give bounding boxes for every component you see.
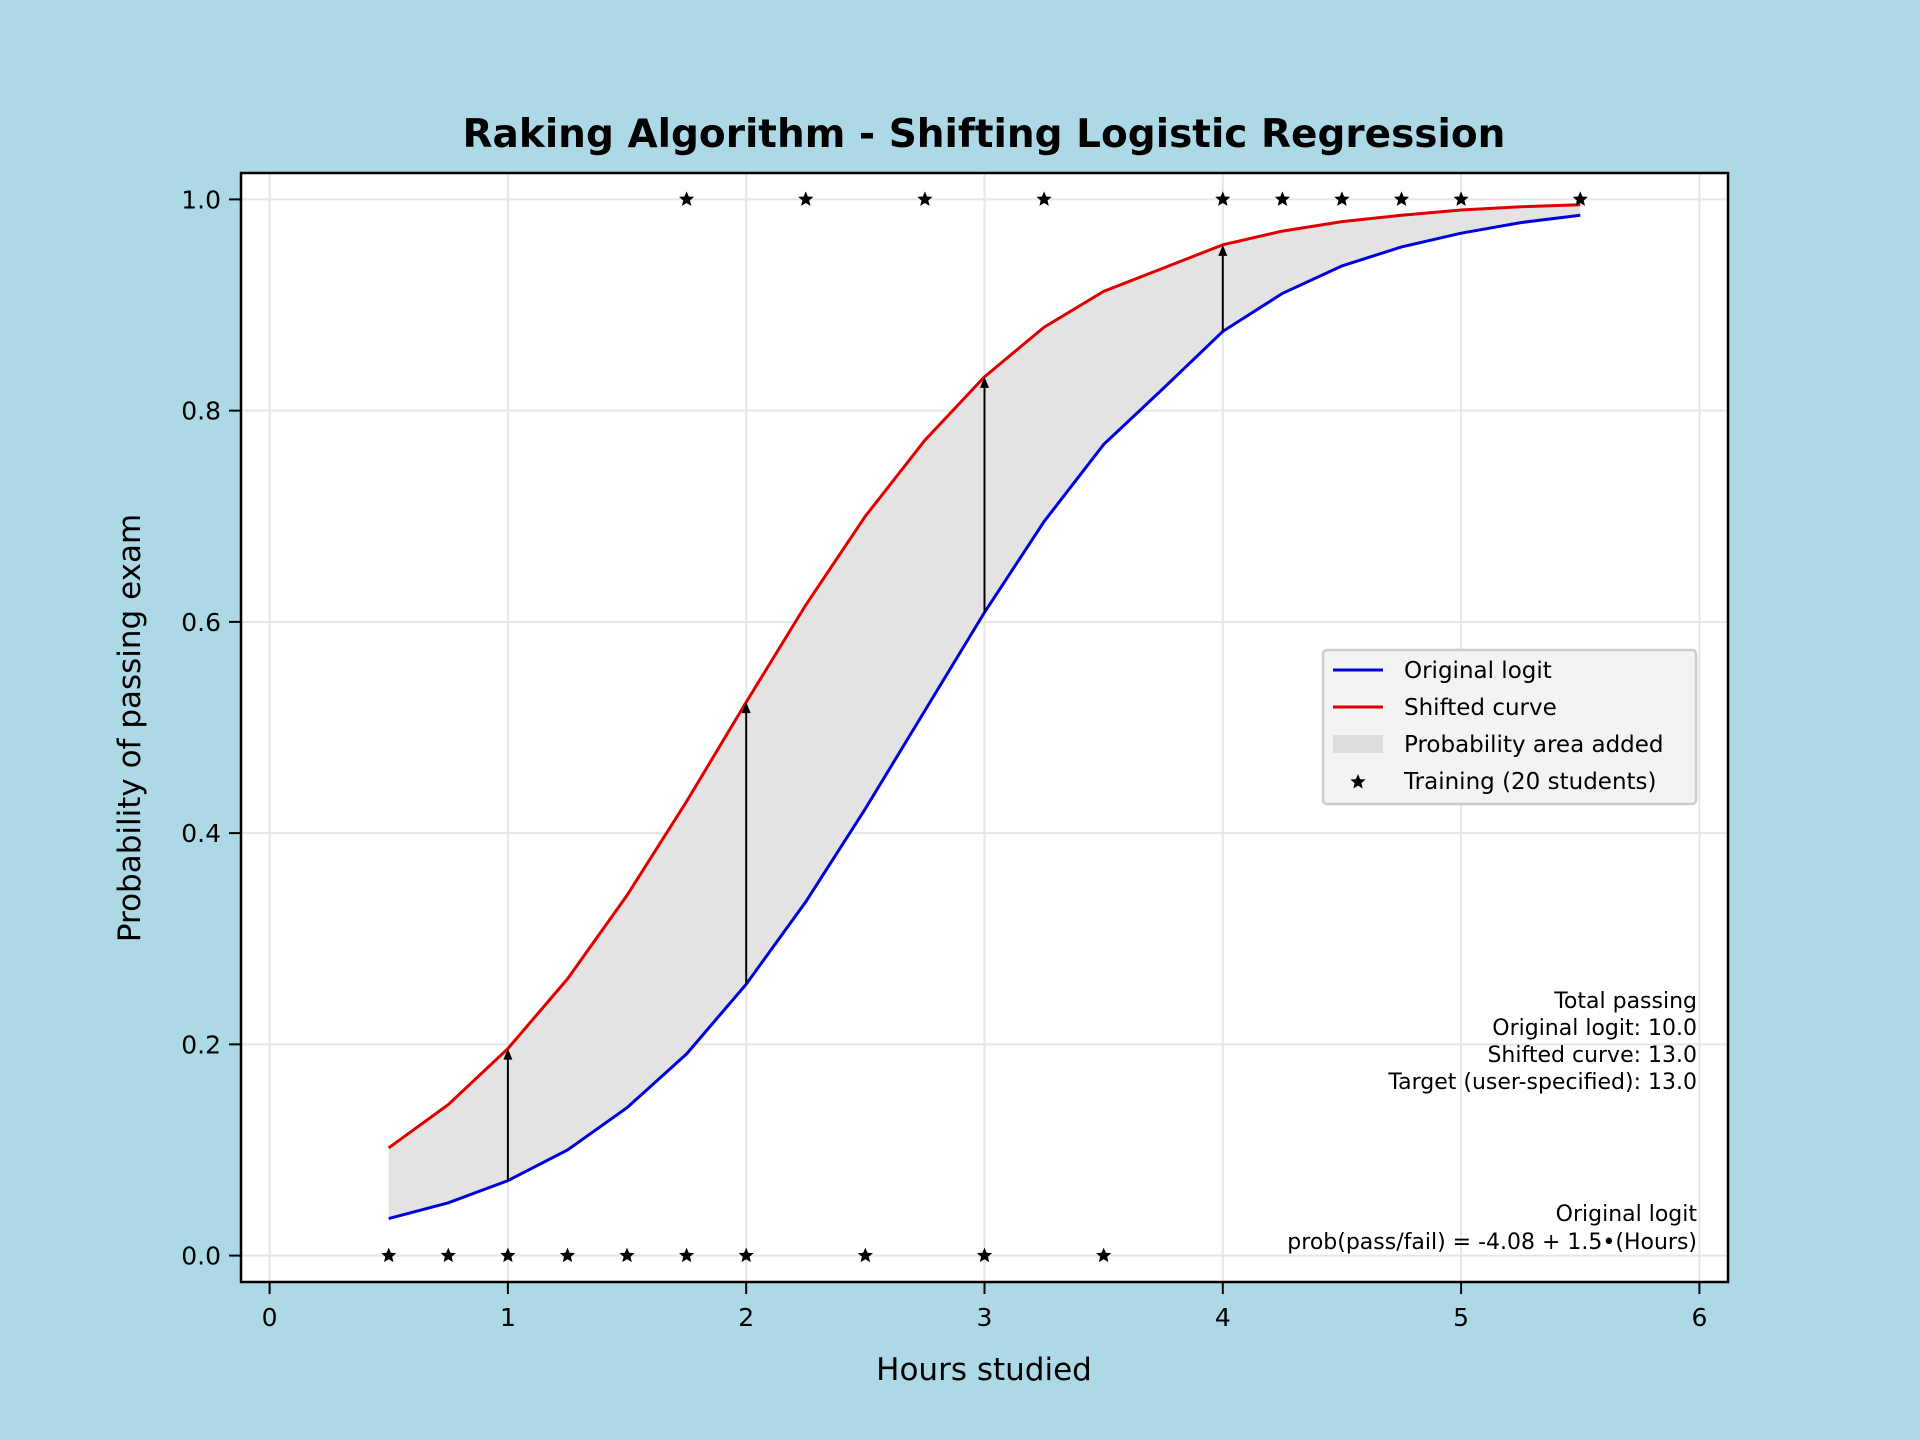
legend-label-2: Probability area added: [1404, 732, 1664, 758]
training-point-9: [1096, 1247, 1112, 1263]
formula-line-0: Original logit: [1556, 1202, 1698, 1227]
training-point-10: [679, 191, 695, 206]
y-tick-label-5: 1.0: [181, 185, 221, 214]
totals-line-2: Shifted curve: 13.0: [1487, 1043, 1697, 1068]
shift-arrow-head-1: [741, 702, 751, 714]
training-point-18: [1453, 191, 1469, 206]
totals-line-1: Original logit: 10.0: [1492, 1016, 1697, 1041]
totals-line-3: Target (user-specified): 13.0: [1387, 1070, 1697, 1095]
legend: Original logit Shifted curve Probability a…: [1321, 648, 1698, 806]
formula-line-1: prob(pass/fail) = -4.08 + 1.5•(Hours): [1287, 1230, 1697, 1255]
legend-item-2: Probability area added: [1333, 732, 1664, 758]
shift-arrows: [503, 244, 1228, 1181]
legend-item-1: Shifted curve: [1333, 695, 1557, 721]
legend-swatch-2: [1333, 735, 1383, 753]
shift-arrow-head-3: [1218, 244, 1228, 256]
formula-annotation: Original logit prob(pass/fail) = -4.08 + …: [1287, 1202, 1697, 1255]
axis-ticks: 0 1 2 3 4 5 6 0.0 0.2 0.4 0.6 0.8 1.0: [181, 185, 1707, 1332]
legend-label-1: Shifted curve: [1404, 695, 1557, 721]
x-tick-label-0: 0: [262, 1303, 278, 1332]
legend-swatch-3: [1350, 774, 1366, 789]
x-axis-label: Hours studied: [876, 1352, 1092, 1388]
training-point-17: [1393, 191, 1410, 206]
training-point-8: [976, 1247, 993, 1263]
training-point-6: [738, 1247, 754, 1263]
series-lines: [387, 203, 1581, 1221]
shift-arrow-2: [980, 376, 989, 613]
probability-area: [388, 204, 1581, 1219]
x-tick-label-4: 4: [1215, 1303, 1231, 1332]
shift-arrow-3: [1218, 244, 1228, 332]
training-point-2: [500, 1247, 516, 1263]
legend-label-3: Training (20 students): [1403, 769, 1657, 795]
chart-title: Raking Algorithm - Shifting Logistic Reg…: [463, 112, 1506, 157]
original-logit-line: [388, 213, 1581, 1221]
x-tick-label-3: 3: [977, 1303, 993, 1332]
training-point-1: [440, 1247, 456, 1263]
legend-box: [1321, 648, 1698, 806]
x-tick-label-6: 6: [1691, 1303, 1707, 1332]
x-tick-label-1: 1: [500, 1303, 516, 1332]
training-point-3: [559, 1247, 576, 1263]
legend-label-0: Original logit: [1404, 658, 1552, 684]
probability-area-fill: [388, 204, 1581, 1219]
training-point-12: [917, 191, 933, 206]
y-tick-label-2: 0.4: [181, 819, 221, 848]
training-point-5: [679, 1247, 695, 1263]
y-axis-label: Probability of passing exam: [112, 514, 148, 942]
training-markers: [381, 191, 1588, 1263]
y-tick-label-3: 0.6: [181, 608, 221, 637]
training-point-13: [1036, 191, 1052, 206]
shift-arrow-1: [741, 702, 751, 985]
training-point-11: [798, 191, 814, 206]
training-point-19: [1572, 191, 1588, 206]
training-point-16: [1334, 191, 1350, 206]
totals-line-0: Total passing: [1553, 989, 1697, 1014]
shift-arrow-head-0: [503, 1048, 513, 1060]
y-tick-label-0: 0.0: [181, 1242, 221, 1271]
x-tick-label-2: 2: [738, 1303, 754, 1332]
training-point-15: [1274, 191, 1290, 206]
training-point-4: [619, 1247, 635, 1263]
shifted-curve-line: [387, 203, 1581, 1150]
training-point-0: [381, 1247, 397, 1263]
training-point-7: [857, 1247, 873, 1263]
shift-arrow-0: [503, 1048, 513, 1181]
legend-item-3: Training (20 students): [1350, 769, 1657, 795]
y-tick-label-4: 0.8: [181, 397, 221, 426]
training-point-14: [1215, 191, 1231, 206]
y-tick-label-1: 0.2: [181, 1030, 221, 1059]
legend-item-0: Original logit: [1333, 658, 1552, 684]
shift-arrow-head-2: [980, 376, 989, 388]
x-tick-label-5: 5: [1453, 1303, 1469, 1332]
